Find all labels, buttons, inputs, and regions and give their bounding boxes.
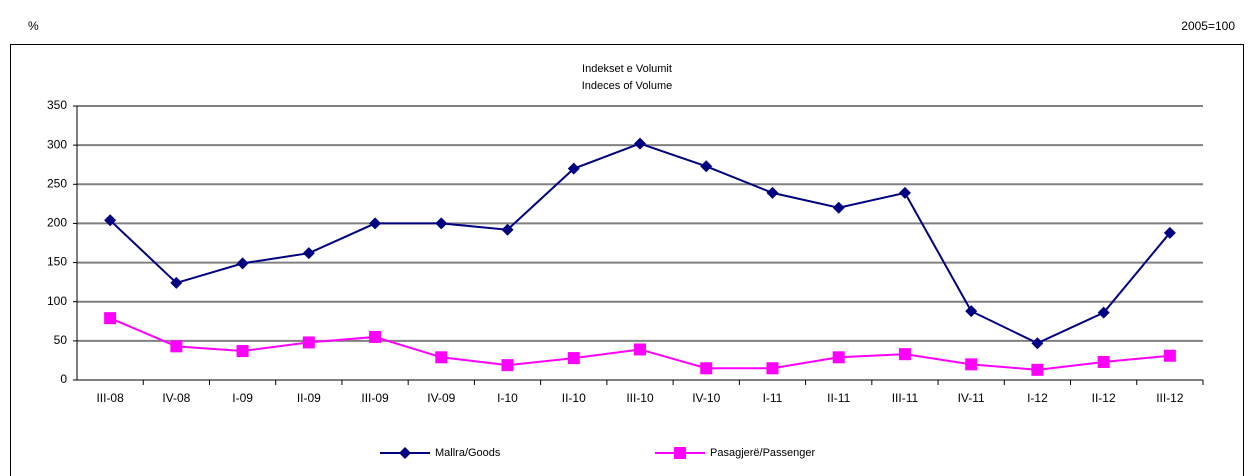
x-tick-label: IV-11: [958, 391, 985, 405]
x-tick-label: I-09: [232, 391, 253, 405]
data-point: [898, 186, 911, 199]
x-tick-label: II-12: [1092, 391, 1116, 405]
data-point: [1163, 349, 1176, 362]
chart-frame: [10, 44, 1244, 476]
data-point: [766, 362, 779, 375]
unit-label: %: [28, 19, 39, 33]
data-point: [898, 348, 911, 361]
data-point: [1097, 306, 1110, 319]
data-point: [435, 217, 448, 230]
y-tick-label: 200: [47, 216, 67, 230]
data-point: [501, 359, 514, 372]
series-line: [109, 142, 1171, 345]
data-point: [435, 351, 448, 364]
base-label: 2005=100: [1181, 19, 1235, 33]
data-point: [501, 223, 514, 236]
data-point: [236, 257, 249, 270]
data-point: [832, 201, 845, 214]
x-tick-label: III-11: [892, 391, 919, 405]
y-tick-label: 250: [47, 176, 67, 190]
data-point: [170, 276, 183, 289]
x-tick-label: IV-09: [427, 391, 455, 405]
x-tick-label: IV-08: [162, 391, 190, 405]
x-tick-label: II-09: [297, 391, 321, 405]
x-tick-label: III-08: [96, 391, 124, 405]
data-point: [766, 186, 779, 199]
data-point: [700, 362, 713, 375]
data-point: [965, 305, 978, 318]
data-point: [1097, 355, 1110, 368]
data-point: [1031, 337, 1044, 350]
x-tick-label: II-11: [827, 391, 850, 405]
x-tick-label: I-10: [497, 391, 518, 405]
legend-marker: [674, 447, 686, 459]
x-tick-label: III-10: [626, 391, 654, 405]
data-point: [567, 352, 580, 365]
x-tick-label: II-10: [562, 391, 586, 405]
legend-label: Pasagjerë/Passenger: [710, 447, 816, 459]
legend-label: Mallra/Goods: [435, 447, 501, 459]
data-point: [1031, 363, 1044, 376]
data-point: [965, 358, 978, 371]
y-tick-label: 350: [47, 98, 67, 112]
chart-subtitle: Indeces of Volume: [582, 80, 673, 92]
y-tick-label: 150: [47, 255, 67, 269]
y-tick-label: 100: [47, 294, 67, 308]
data-point: [700, 160, 713, 173]
y-tick-label: 0: [60, 372, 67, 386]
data-point: [170, 340, 183, 353]
data-point: [634, 343, 646, 356]
data-point: [236, 345, 249, 358]
x-tick-label: III-09: [361, 391, 389, 405]
data-point: [567, 162, 580, 175]
chart-title: Indekset e Volumit: [582, 63, 672, 75]
legend-marker: [399, 447, 411, 459]
y-tick-label: 50: [54, 333, 68, 347]
data-point: [104, 214, 117, 227]
data-point: [1163, 226, 1176, 239]
data-point: [302, 336, 315, 349]
data-point: [369, 330, 382, 343]
data-point: [832, 351, 845, 364]
y-tick-label: 300: [47, 137, 67, 151]
data-point: [302, 247, 315, 260]
x-tick-label: I-12: [1027, 391, 1048, 405]
x-tick-label: I-11: [763, 391, 783, 405]
x-tick-label: IV-10: [692, 391, 720, 405]
data-point: [369, 217, 382, 230]
data-point: [634, 137, 646, 150]
data-point: [104, 312, 117, 325]
x-tick-label: III-12: [1156, 391, 1184, 405]
